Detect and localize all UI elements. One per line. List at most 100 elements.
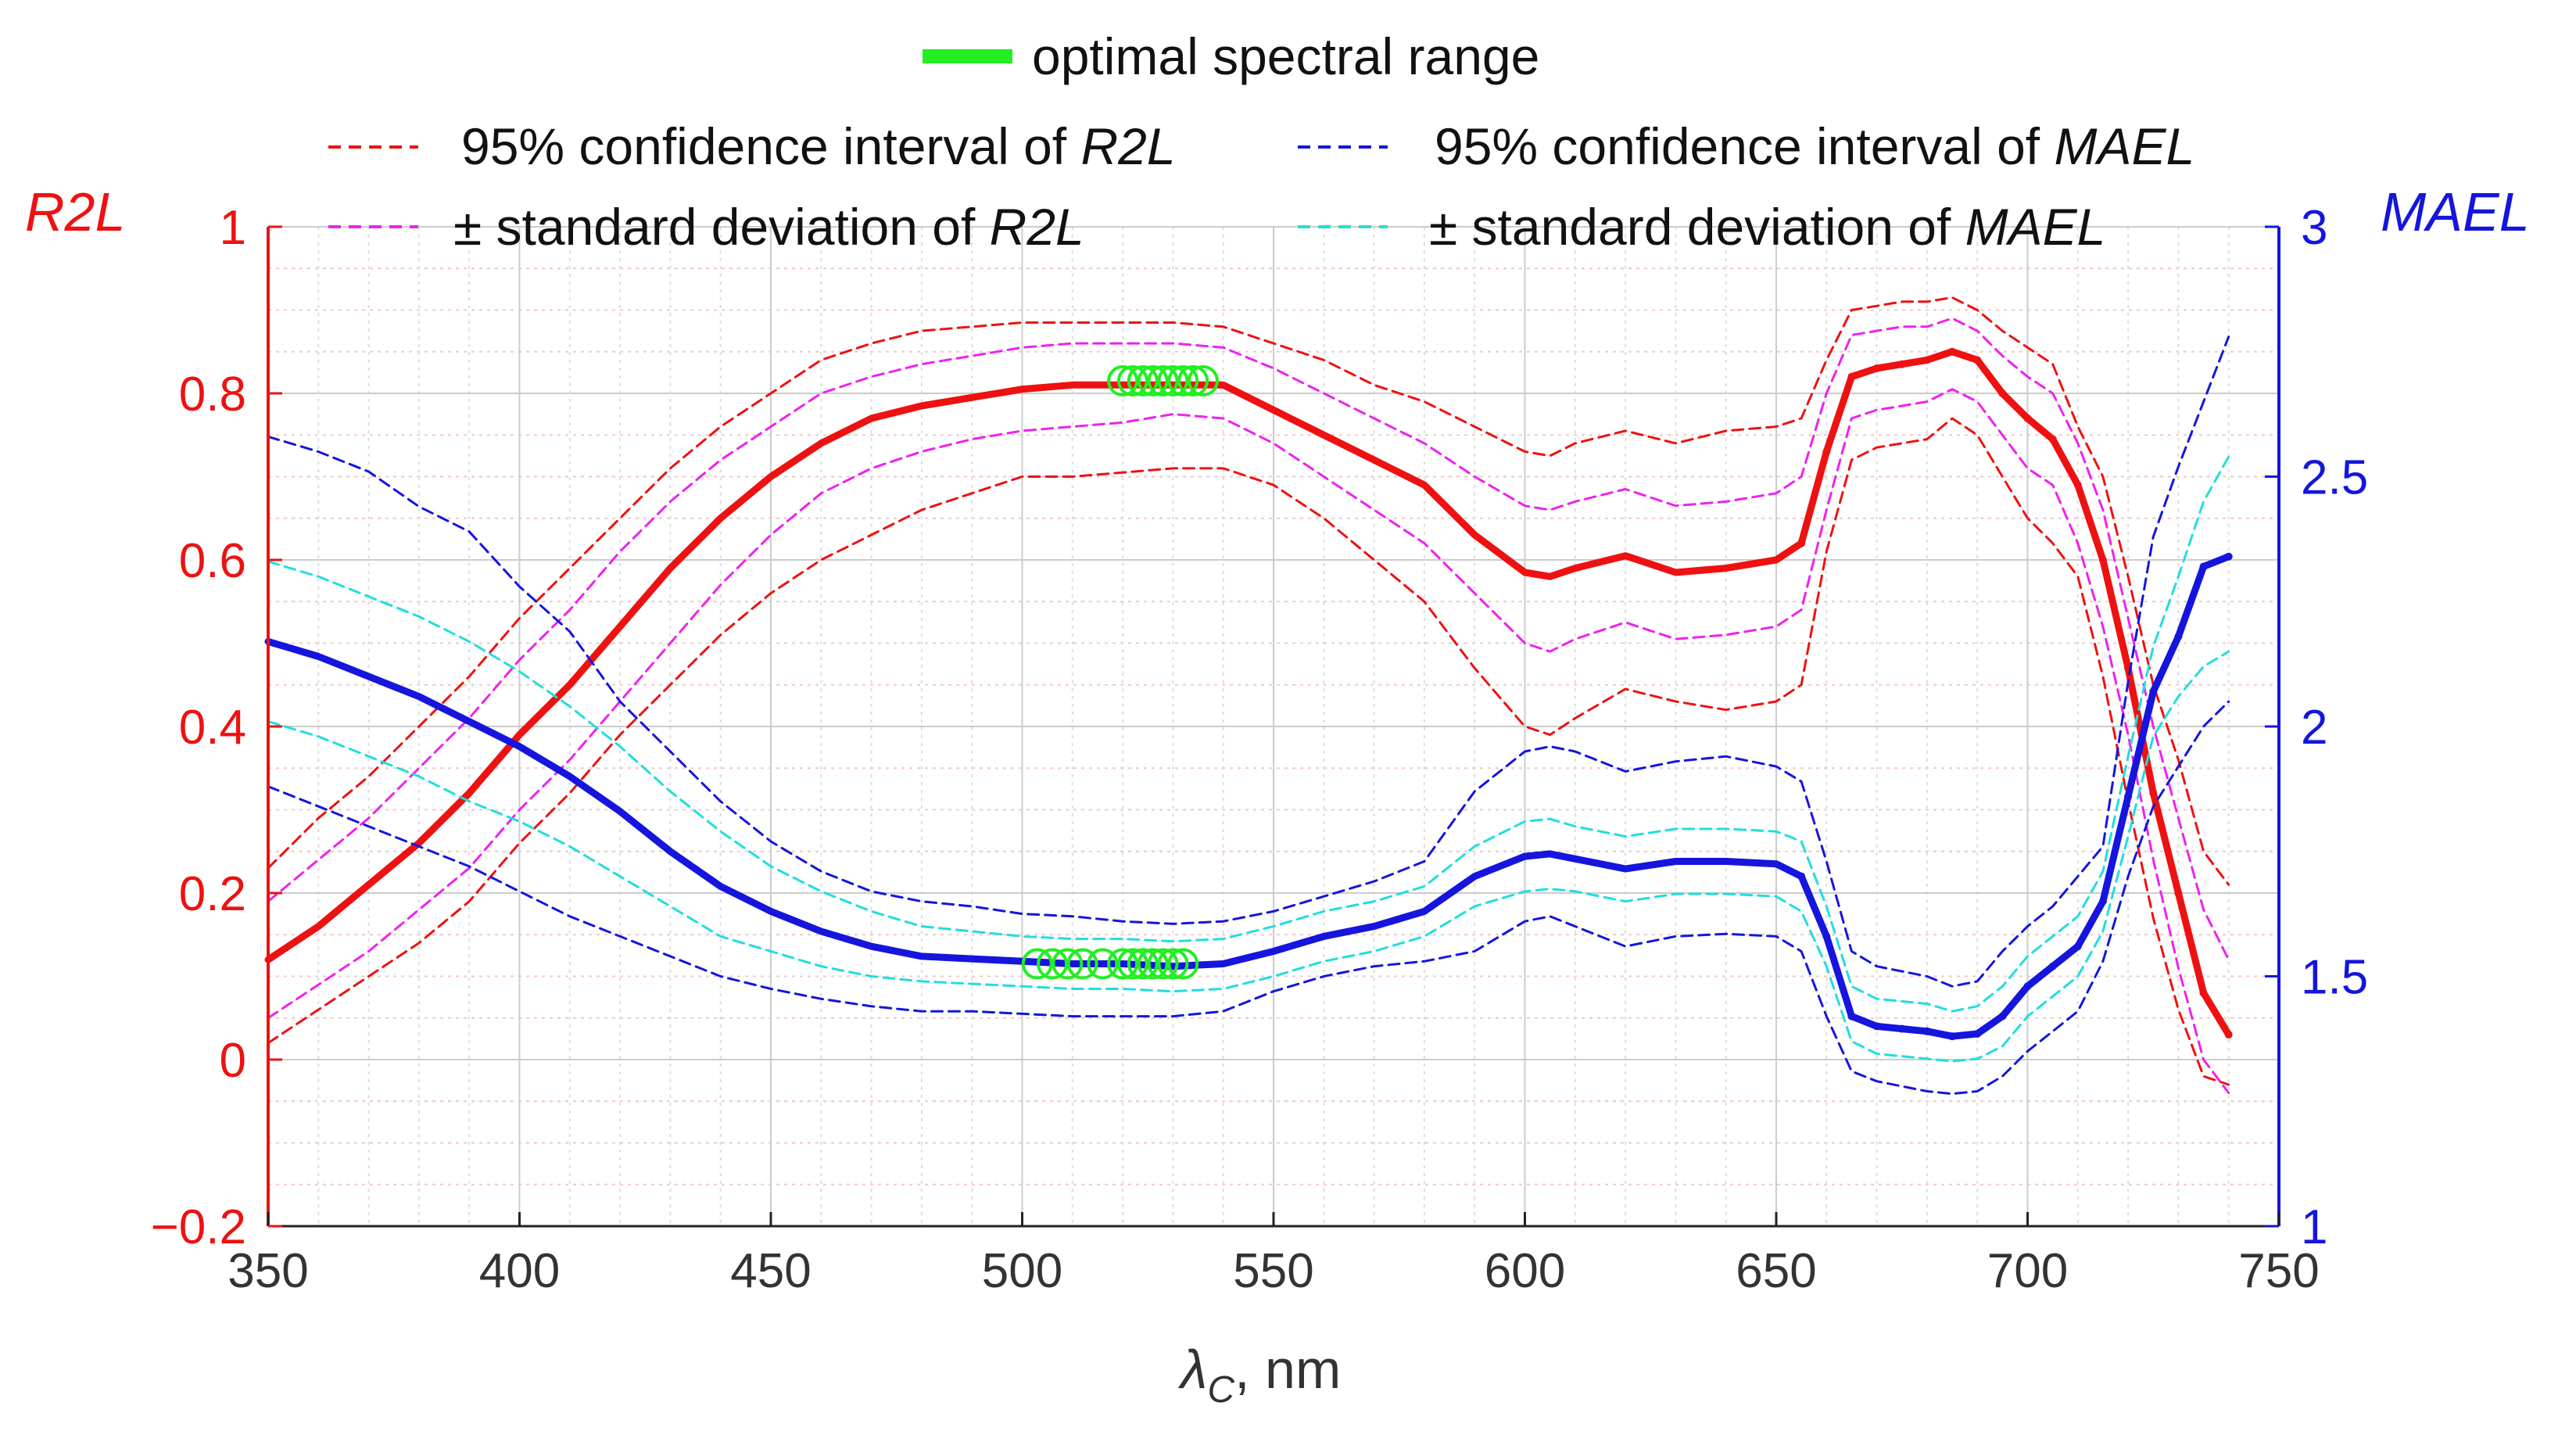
x-tick-label: 500: [982, 1244, 1062, 1298]
series-line-mael-ci-lower: [267, 700, 2230, 1096]
series-point-mael: [2098, 897, 2107, 906]
series-line-mael-ci-upper: [267, 335, 2230, 988]
y-left-tick-label: 0: [220, 1034, 246, 1088]
optimal-marker-mael: [1052, 948, 1084, 980]
optimal-marker-r2l: [1127, 365, 1159, 397]
series-point-mael: [1948, 1032, 1957, 1041]
series-point-r2l: [2023, 414, 2032, 422]
legend-label-optimal: optimal spectral range: [1032, 27, 1539, 85]
series-point-r2l: [1973, 356, 1982, 364]
series-line-r2l: [264, 348, 2233, 1038]
optimal-marker-mael: [1137, 948, 1169, 980]
series-point-mael: [2149, 687, 2158, 696]
optimal-marker-r2l: [1157, 365, 1189, 397]
y-right-tick-label: 3: [2301, 201, 2327, 255]
series-point-mael: [1998, 1012, 2007, 1021]
x-tick-label: 400: [479, 1244, 560, 1298]
y-right-tick-label: 2: [2301, 701, 2327, 755]
optimal-marker-mael: [1066, 948, 1098, 980]
x-tick-label: 750: [2238, 1244, 2319, 1298]
tick-labels: 350 400 450 500 550 600 650 700 750 −0.2 0 0.2 0.4 0.…: [151, 201, 2369, 1298]
series-point-r2l: [2224, 1031, 2233, 1039]
legend: optimal spectral range 95% confidence in…: [328, 27, 2194, 256]
series-point-mael: [2199, 562, 2208, 571]
series-point-mael: [1847, 1012, 1856, 1021]
series-point-r2l: [2149, 789, 2158, 798]
x-axis-symbol: λ: [1177, 1339, 1207, 1400]
series-line-mael: [264, 553, 2233, 1040]
series-point-r2l: [2098, 556, 2107, 564]
series-point-mael: [2224, 552, 2233, 561]
series-line-mael-sd-lower: [267, 650, 2230, 1063]
x-tick-label: 450: [730, 1244, 811, 1298]
x-tick-label: 350: [228, 1244, 308, 1298]
y-axis-left-title: R2L: [25, 181, 125, 242]
optimal-marker-mael: [1127, 948, 1159, 980]
optimal-marker-r2l: [1116, 365, 1148, 397]
optimal-marker-mael: [1116, 948, 1148, 980]
y-left-tick-label: 0.4: [179, 701, 246, 755]
legend-label-r2l-ci: 95% confidence interval of R2L: [461, 117, 1176, 175]
series-point-r2l: [2073, 481, 2082, 490]
series-point-r2l: [2174, 889, 2183, 897]
x-tick-label: 700: [1987, 1244, 2068, 1298]
optimal-marker-r2l: [1137, 365, 1169, 397]
series-point-mael: [2124, 792, 2133, 801]
optimal-marker-mael: [1107, 948, 1139, 980]
x-axis-title: λC, nm: [1177, 1339, 1341, 1411]
axes: [267, 225, 2280, 1228]
series-point-mael: [2023, 982, 2032, 991]
y-left-tick-label: 0.8: [179, 368, 246, 421]
x-tick-label: 650: [1736, 1244, 1816, 1298]
optimal-marker-mael: [1087, 948, 1119, 980]
y-left-tick-label: −0.2: [151, 1200, 246, 1254]
optimal-marker-r2l: [1177, 365, 1209, 397]
y-left-tick-label: 0.2: [179, 867, 246, 921]
series-point-mael: [1797, 872, 1806, 881]
series-point-mael: [1922, 1027, 1931, 1035]
series-point-mael: [1872, 1022, 1881, 1031]
grid: [267, 226, 2280, 1227]
legend-label-mael-sd: ± standard deviation of MAEL: [1429, 198, 2105, 256]
y-left-tick-label: 0.6: [179, 534, 246, 588]
series-line-mael-sd-upper: [267, 455, 2230, 1013]
y-right-tick-label: 2.5: [2301, 451, 2368, 505]
optimal-marker-r2l: [1107, 365, 1139, 397]
series-point-r2l: [1948, 347, 1957, 356]
x-axis-subscript: C: [1207, 1369, 1234, 1411]
series-point-r2l: [1847, 372, 1856, 381]
x-tick-label: 600: [1485, 1244, 1565, 1298]
series-point-r2l: [1822, 447, 1831, 456]
optimal-marker-mael: [1147, 948, 1179, 980]
series-point-mael: [2174, 632, 2183, 640]
series-point-mael: [1973, 1029, 1982, 1038]
series-point-r2l: [1922, 356, 1931, 364]
series-point-r2l: [1998, 389, 2007, 397]
series-point-r2l: [1872, 364, 1881, 373]
legend-label-r2l-sd: ± standard deviation of R2L: [453, 198, 1084, 256]
series-point-r2l: [1897, 360, 1906, 368]
series-line-r2l-sd-upper: [267, 317, 2230, 961]
optimal-marker-r2l: [1187, 365, 1219, 397]
optimal-marker-mael: [1021, 948, 1053, 980]
series-line-r2l-ci-lower: [267, 417, 2230, 1086]
optimal-range-markers: [1021, 365, 1219, 980]
series-line-r2l-sd-lower: [267, 388, 2230, 1095]
optimal-marker-r2l: [1147, 365, 1179, 397]
x-tick-label: 550: [1233, 1244, 1313, 1298]
series-point-mael: [1897, 1024, 1906, 1033]
series-point-mael: [2048, 962, 2057, 970]
series-point-r2l: [2048, 435, 2057, 443]
series-point-r2l: [2199, 988, 2208, 997]
y-right-tick-label: 1: [2301, 1200, 2327, 1254]
y-axis-right-title: MAEL: [2381, 181, 2530, 242]
series-layer: [264, 296, 2233, 1096]
x-axis-unit: , nm: [1234, 1339, 1341, 1400]
series-point-mael: [2073, 942, 2082, 951]
series-point-mael: [1822, 932, 1831, 941]
optimal-marker-mael: [1037, 948, 1069, 980]
series-line-r2l-ci-upper: [267, 296, 2230, 886]
legend-label-mael-ci: 95% confidence interval of MAEL: [1435, 117, 2194, 175]
series-point-r2l: [1797, 539, 1806, 547]
